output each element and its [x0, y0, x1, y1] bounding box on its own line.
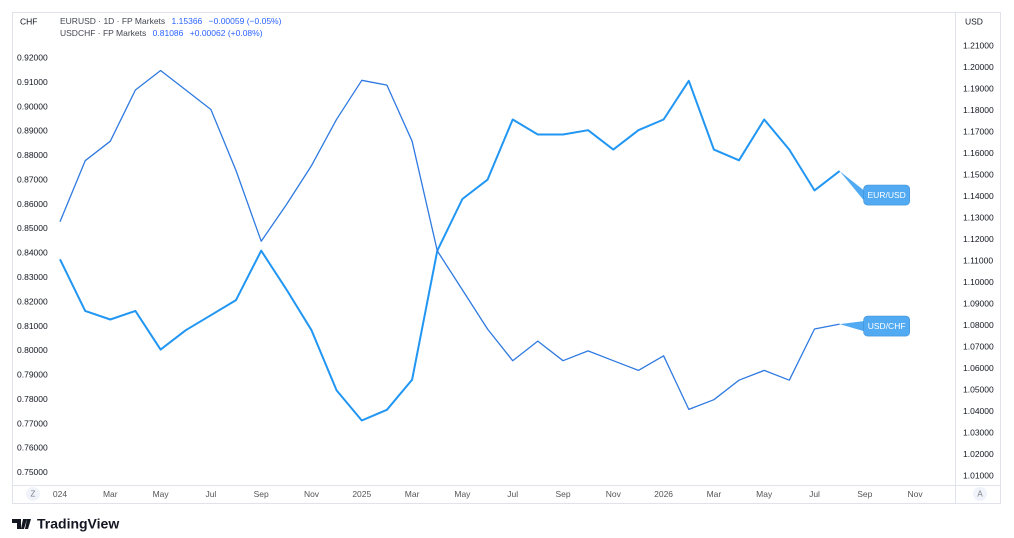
- right-button-label[interactable]: A: [977, 490, 983, 499]
- y2-tick-label: 1.03000: [963, 428, 994, 438]
- y-tick-label: 0.87000: [17, 174, 48, 184]
- x-tick-label: Jul: [809, 489, 820, 499]
- x-tick-label: Nov: [304, 489, 320, 499]
- x-tick-label: 2025: [352, 489, 371, 499]
- x-tick-label: Sep: [555, 489, 570, 499]
- x-tick-label: Sep: [254, 489, 269, 499]
- y-tick-label: 0.86000: [17, 199, 48, 209]
- y-tick-label: 0.84000: [17, 248, 48, 258]
- y-tick-label: 0.91000: [17, 77, 48, 87]
- x-tick-label: 024: [53, 489, 67, 499]
- y-tick-label: 0.80000: [17, 345, 48, 355]
- y-tick-label: 0.77000: [17, 418, 48, 428]
- y-axis-unit: CHF: [20, 16, 37, 26]
- y2-tick-label: 1.07000: [963, 342, 994, 352]
- series-line: [59, 79, 841, 422]
- legend-label: USDCHF · FP Markets: [60, 28, 146, 38]
- y2-tick-label: 1.16000: [963, 148, 994, 158]
- y2-tick-label: 1.15000: [963, 170, 994, 180]
- x-tick-label: May: [756, 489, 773, 499]
- x-tick-label: Jul: [507, 489, 518, 499]
- left-button-label[interactable]: Z: [31, 490, 36, 499]
- y2-tick-label: 1.02000: [963, 449, 994, 459]
- y2-tick-label: 1.11000: [963, 256, 993, 266]
- right-button[interactable]: A: [973, 487, 987, 501]
- y2-tick-label: 1.10000: [963, 277, 994, 287]
- y-tick-label: 0.82000: [17, 296, 48, 306]
- legend-label: EURUSD · 1D · FP Markets: [60, 16, 165, 26]
- legend-change: +0.00062 (+0.08%): [190, 28, 263, 38]
- y-tick-label: 0.88000: [17, 150, 48, 160]
- plot-area: [59, 69, 841, 422]
- chart-frame: [12, 12, 1001, 504]
- x-tick-label: 2026: [654, 489, 673, 499]
- y-tick-label: 0.89000: [17, 126, 48, 136]
- y2-tick-label: 1.19000: [963, 84, 994, 94]
- y-tick-label: 0.83000: [17, 272, 48, 282]
- legend-price: 1.15366: [172, 16, 203, 26]
- y-tick-label: 0.90000: [17, 101, 48, 111]
- left-button[interactable]: Z: [26, 487, 40, 501]
- price-tag: [839, 321, 864, 332]
- y2-tick-label: 1.01000: [963, 471, 994, 481]
- y-tick-label: 0.85000: [17, 223, 48, 233]
- price-tag: [863, 184, 910, 206]
- legend-change: −0.00059 (−0.05%): [209, 16, 282, 26]
- x-tick-label: Nov: [606, 489, 622, 499]
- y2-axis-unit: USD: [965, 16, 983, 26]
- brand-name: TradingView: [37, 516, 119, 532]
- price-tag: [839, 171, 864, 201]
- price-tag-label: EUR/USD: [868, 190, 906, 200]
- legend-entry: USDCHF · FP Markets 0.81086 +0.00062 (+0…: [60, 28, 263, 38]
- y-tick-label: 0.81000: [17, 321, 48, 331]
- y2-tick-label: 1.18000: [963, 105, 994, 115]
- x-tick-label: Mar: [707, 489, 722, 499]
- y-tick-label: 0.76000: [17, 443, 48, 453]
- x-tick-label: May: [454, 489, 471, 499]
- x-tick-label: Jul: [205, 489, 216, 499]
- y-tick-label: 0.92000: [17, 53, 48, 63]
- y-tick-label: 0.75000: [17, 467, 48, 477]
- y2-tick-label: 1.05000: [963, 385, 994, 395]
- y-tick-label: 0.79000: [17, 370, 48, 380]
- price-tag-label: USD/CHF: [868, 321, 906, 331]
- x-tick-label: Sep: [857, 489, 872, 499]
- x-tick-label: Mar: [103, 489, 118, 499]
- price-tag: [863, 315, 910, 337]
- y2-tick-label: 1.06000: [963, 363, 994, 373]
- x-tick-label: Nov: [908, 489, 924, 499]
- legend-entry: EURUSD · 1D · FP Markets 1.15366 −0.0005…: [60, 16, 282, 26]
- x-tick-label: Mar: [405, 489, 420, 499]
- y2-tick-label: 1.09000: [963, 299, 994, 309]
- y2-tick-label: 1.13000: [963, 213, 994, 223]
- y2-tick-label: 1.14000: [963, 191, 994, 201]
- legend-price: 0.81086: [153, 28, 184, 38]
- y2-tick-label: 1.17000: [963, 127, 994, 137]
- y2-tick-label: 1.12000: [963, 234, 994, 244]
- y2-tick-label: 1.08000: [963, 320, 994, 330]
- series-line: [59, 69, 840, 411]
- brand-logo: TradingView: [12, 516, 119, 532]
- y2-tick-label: 1.20000: [963, 62, 994, 72]
- y2-tick-label: 1.21000: [963, 41, 994, 51]
- y-tick-label: 0.78000: [17, 394, 48, 404]
- y2-tick-label: 1.04000: [963, 406, 994, 416]
- x-tick-label: May: [153, 489, 170, 499]
